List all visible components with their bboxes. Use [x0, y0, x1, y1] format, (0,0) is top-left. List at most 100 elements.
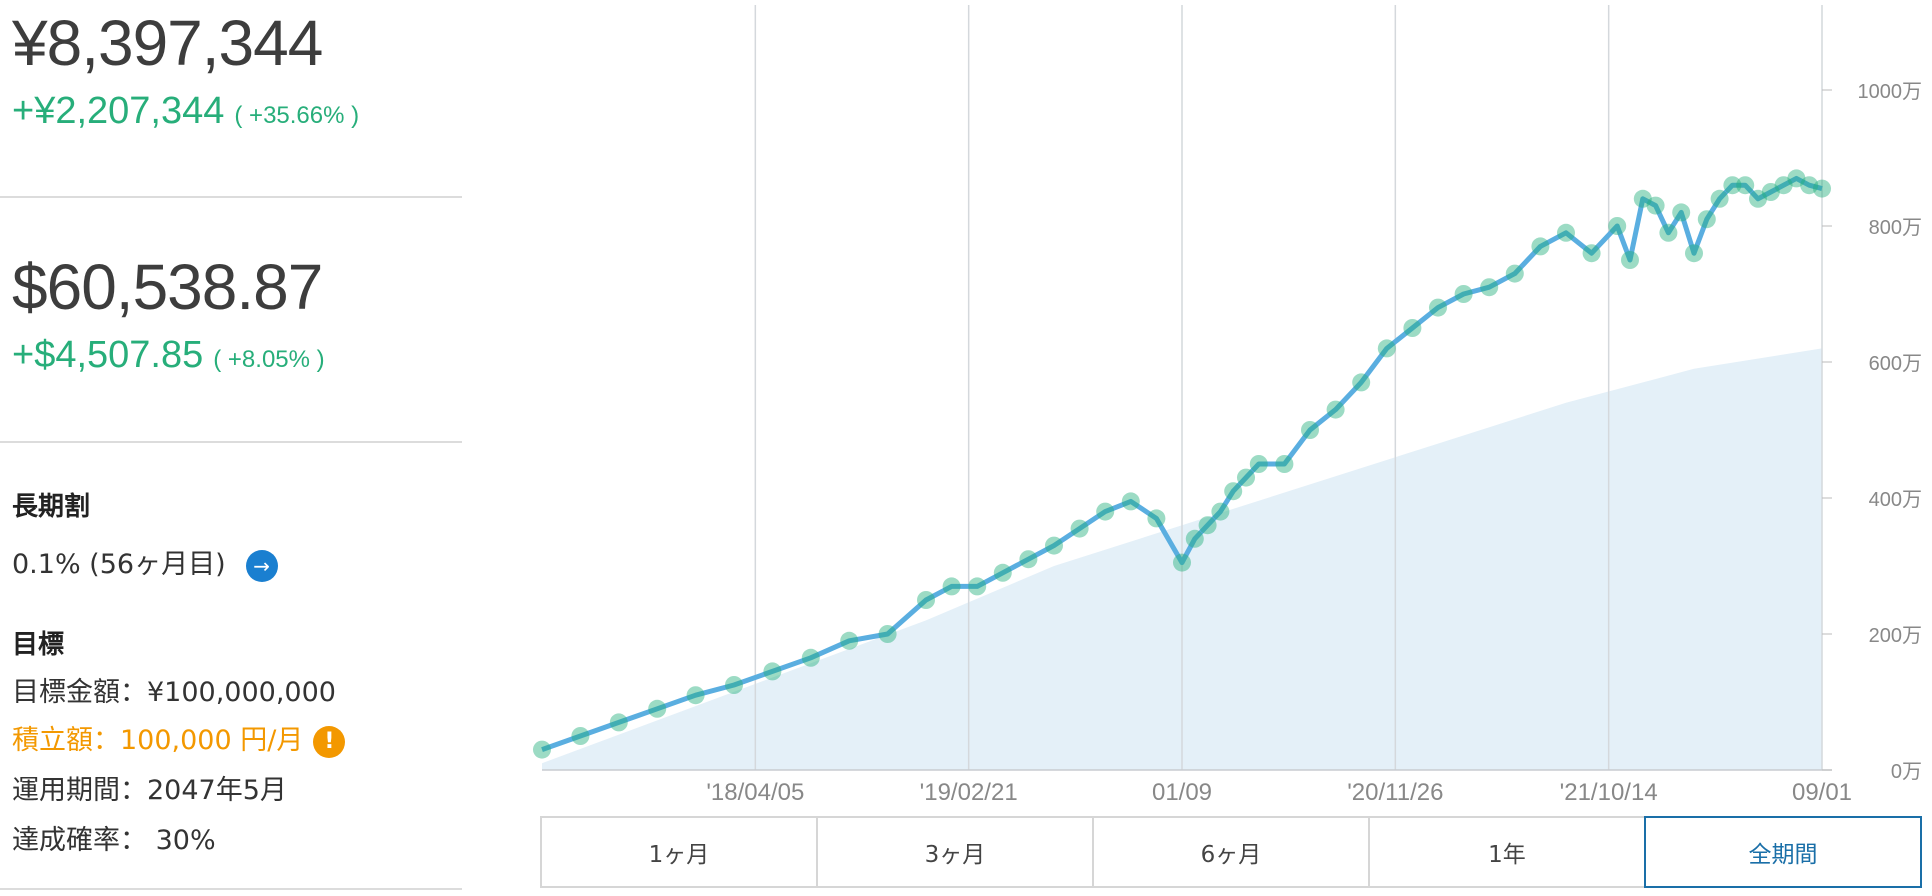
usd-total-value: $60,538.87: [12, 251, 323, 323]
value-point: [1800, 176, 1819, 195]
value-point: [1224, 482, 1243, 501]
summary-panel: ¥8,397,344 +¥2,207,344 ( +35.66% ) $60,53…: [0, 0, 462, 896]
value-point: [1749, 189, 1767, 208]
x-tick-label: '19/02/21: [920, 779, 1018, 806]
jpy-gain-percent: ( +35.66% ): [234, 102, 360, 129]
divider: [0, 441, 462, 443]
y-tick-label: 1000万: [1858, 81, 1923, 103]
value-point: [1723, 176, 1742, 195]
value-point: [1505, 264, 1524, 283]
value-point: [1198, 516, 1217, 535]
value-point: [801, 648, 820, 667]
tab-3-months[interactable]: 3ヶ月: [816, 816, 1092, 888]
value-point: [1147, 509, 1166, 528]
value-point: [1121, 492, 1140, 511]
long-term-value: 0.1% (56ヶ月目): [12, 549, 226, 580]
value-point: [1211, 502, 1230, 521]
x-tick-label: '21/10/14: [1560, 779, 1658, 806]
value-point: [1352, 373, 1371, 392]
value-point: [1045, 536, 1063, 555]
value-point: [1697, 210, 1716, 229]
usd-gain-percent: ( +8.05% ): [213, 346, 325, 373]
y-tick-label: 800万: [1869, 217, 1922, 239]
value-point: [1761, 183, 1780, 201]
long-term-row: 0.1% (56ヶ月目) →: [12, 542, 278, 582]
value-point: [1454, 285, 1473, 303]
exclamation-icon[interactable]: !: [313, 725, 346, 758]
value-point: [648, 699, 667, 718]
value-point: [1672, 203, 1691, 222]
value-point: [571, 727, 590, 745]
value-point: [1774, 176, 1793, 195]
asset-chart: '18/04/05 '19/02/21 01/09 '20/11/26 '21/10/1…: [533, 5, 1923, 806]
goal-title: 目標: [12, 630, 65, 660]
x-tick-label: 09/01: [1792, 779, 1852, 806]
divider: [0, 888, 462, 890]
value-point: [1621, 251, 1639, 269]
goal-period: 運用期間：2047年5月: [12, 775, 287, 806]
tab-all-period[interactable]: 全期間: [1644, 816, 1922, 888]
goal-monthly: 積立額：100,000 円/月: [12, 725, 304, 756]
value-point: [1301, 421, 1319, 439]
value-point: [917, 591, 935, 609]
value-point: [1185, 529, 1204, 548]
value-point: [686, 686, 705, 705]
value-point: [1608, 217, 1627, 235]
value-point: [840, 631, 859, 650]
x-tick-label: '20/11/26: [1347, 779, 1443, 806]
value-point: [1659, 223, 1678, 242]
value-point: [1249, 455, 1268, 473]
value-point: [1531, 237, 1550, 256]
y-tick-label: 400万: [1869, 489, 1922, 511]
value-point: [968, 577, 987, 596]
value-point: [1326, 400, 1345, 419]
value-point: [1813, 179, 1831, 198]
value-point: [942, 577, 961, 596]
y-tick-label: 0万: [1891, 761, 1922, 783]
goal-probability: 達成確率： 30%: [12, 825, 216, 856]
tab-1-year[interactable]: 1年: [1368, 816, 1644, 888]
y-tick-label: 600万: [1869, 353, 1922, 375]
goal-amount: 目標金額：¥100,000,000: [12, 677, 336, 708]
value-point: [1582, 244, 1601, 263]
usd-gain: +$4,507.85 ( +8.05% ): [12, 334, 325, 377]
value-point: [1685, 244, 1703, 263]
divider: [0, 196, 462, 198]
value-point: [1377, 339, 1396, 358]
value-point: [609, 713, 628, 732]
value-point: [533, 740, 551, 759]
arrow-right-icon[interactable]: →: [245, 549, 278, 582]
value-point: [1096, 502, 1115, 521]
value-point: [1019, 550, 1038, 569]
jpy-gain-amount: +¥2,207,344: [12, 90, 225, 132]
value-point: [1237, 468, 1255, 487]
value-point: [1787, 169, 1806, 188]
value-point: [1275, 455, 1294, 473]
period-tabs: 1ヶ月 3ヶ月 6ヶ月 1年 全期間: [540, 816, 1922, 888]
x-tick-label: '18/04/05: [706, 779, 804, 806]
tab-1-month[interactable]: 1ヶ月: [540, 816, 816, 888]
tab-6-months[interactable]: 6ヶ月: [1092, 816, 1368, 888]
x-tick-label: 01/09: [1152, 779, 1212, 806]
y-tick-label: 200万: [1869, 625, 1922, 647]
value-point: [1633, 189, 1652, 208]
value-point: [1070, 519, 1089, 538]
value-series-line: [541, 175, 1823, 752]
value-point: [1557, 223, 1575, 242]
goal-monthly-row: 積立額：100,000 円/月!: [12, 718, 346, 758]
value-point: [1736, 176, 1755, 195]
value-point: [1429, 298, 1447, 317]
usd-gain-amount: +$4,507.85: [12, 334, 204, 376]
value-point: [763, 662, 782, 681]
value-point: [725, 676, 743, 694]
value-point: [1710, 189, 1729, 208]
jpy-gain: +¥2,207,344 ( +35.66% ): [12, 90, 359, 133]
long-term-title: 長期割: [12, 492, 91, 522]
value-point: [1646, 196, 1665, 215]
value-point: [993, 563, 1012, 582]
value-point: [878, 625, 897, 643]
value-point: [1403, 319, 1422, 337]
value-point: [1480, 278, 1499, 297]
jpy-total-value: ¥8,397,344: [12, 7, 323, 79]
value-point: [1173, 553, 1191, 572]
